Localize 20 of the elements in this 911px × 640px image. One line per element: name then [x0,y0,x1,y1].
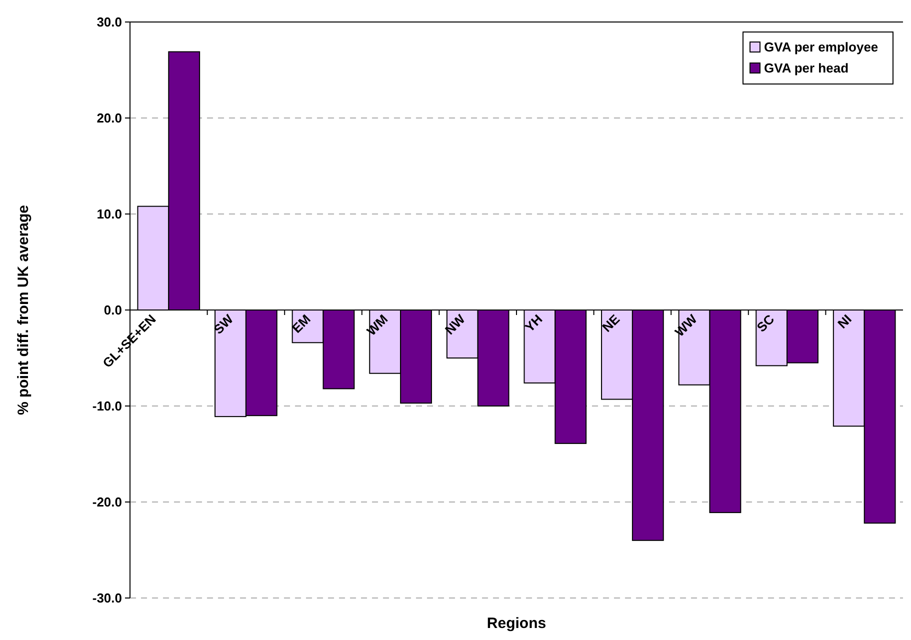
x-tick-label: NI [834,312,854,332]
y-tick-label: -10.0 [92,398,122,414]
x-tick-label: NE [599,311,623,335]
x-tick-label: YH [522,312,546,335]
y-tick-label: 0.0 [104,302,122,318]
legend-label: GVA per head [764,60,849,76]
y-tick-label: -30.0 [92,590,122,606]
legend-label: GVA per employee [764,40,878,55]
y-tick-label: 10.0 [96,206,122,222]
x-tick-label: WM [364,312,391,338]
y-tick-label: 30.0 [96,14,122,30]
x-axis-title: Regions [486,615,546,632]
x-tick-label: EM [288,312,314,336]
x-tick-label: SC [754,311,778,335]
x-tick-label: NW [442,311,468,338]
x-tick-label: WW [672,311,700,340]
y-tick-label: -20.0 [92,494,122,510]
y-tick-label: 20.0 [96,110,122,126]
y-axis-title: % point diff. from UK average [15,204,32,416]
x-tick-label: SW [210,311,237,337]
